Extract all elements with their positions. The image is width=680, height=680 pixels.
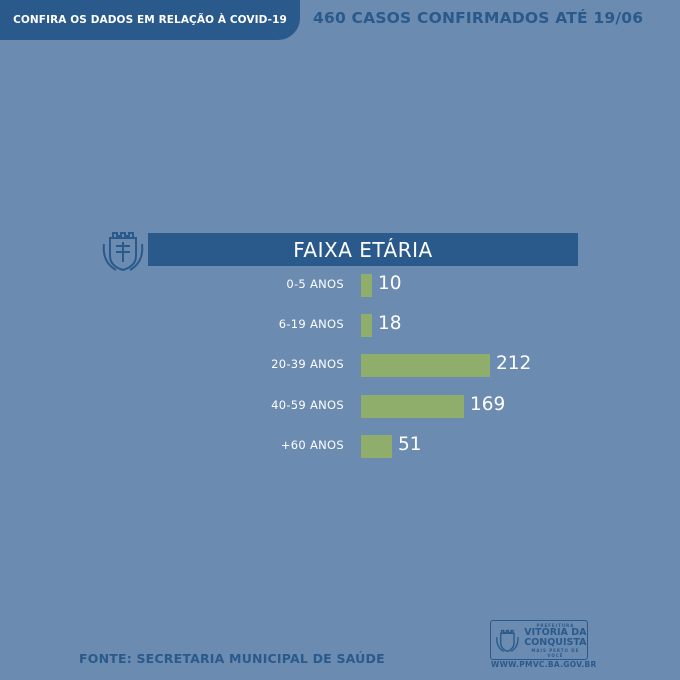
- value-label: 51: [398, 433, 422, 455]
- logo-text: PREFEITURA VITÓRIA DA CONQUISTA MAIS PER…: [524, 623, 587, 658]
- category-label: 40-59 ANOS: [271, 397, 344, 412]
- logo-line-2: CONQUISTA: [524, 636, 587, 648]
- logo-small-text: PREFEITURA: [536, 622, 575, 628]
- prefeitura-logo: PREFEITURA VITÓRIA DA CONQUISTA MAIS PER…: [490, 620, 588, 660]
- logo-line-1: VITÓRIA DA: [524, 626, 587, 638]
- value-label: 169: [470, 393, 506, 415]
- category-label: 20-39 ANOS: [271, 357, 344, 372]
- value-label: 18: [378, 313, 402, 335]
- value-label: 212: [496, 353, 532, 375]
- header-left-text: CONFIRA OS DADOS EM RELAÇÃO À COVID-19: [13, 14, 287, 26]
- header-total-cases: 460 CASOS CONFIRMADOS ATÉ 19/06: [313, 9, 644, 27]
- bar: [361, 314, 372, 338]
- logo-tagline: MAIS PERTO DE VOCÊ: [531, 647, 580, 658]
- chart-title: FAIXA ETÁRIA: [293, 237, 433, 262]
- website-url: WWW.PMVC.BA.GOV.BR: [491, 660, 597, 669]
- bar: [361, 434, 392, 458]
- value-label: 10: [378, 273, 402, 294]
- bar: [361, 354, 490, 378]
- category-label: 0-5 ANOS: [286, 277, 344, 291]
- bar: [361, 394, 464, 418]
- bar: [361, 274, 372, 297]
- logo-crest-icon: [496, 629, 519, 653]
- source-note: FONTE: SECRETARIA MUNICIPAL DE SAÚDE: [79, 651, 385, 666]
- header-tab: CONFIRA OS DADOS EM RELAÇÃO À COVID-19: [0, 0, 300, 40]
- chart-title-bar: FAIXA ETÁRIA: [148, 233, 578, 266]
- coat-of-arms-icon: [102, 232, 144, 272]
- category-label: +60 ANOS: [280, 437, 344, 452]
- category-label: 6-19 ANOS: [278, 317, 344, 332]
